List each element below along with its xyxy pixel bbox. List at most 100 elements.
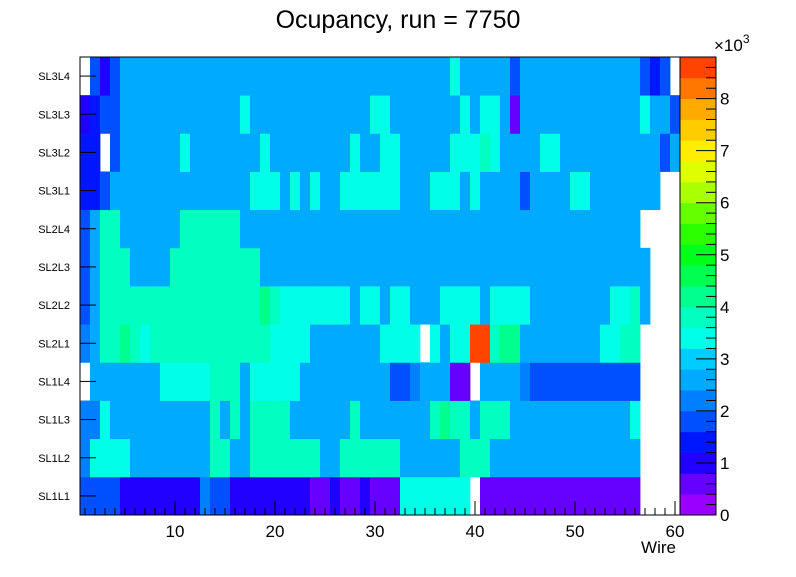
heatmap-cell <box>660 57 671 96</box>
heatmap-cell <box>460 247 471 287</box>
heatmap-cell <box>630 400 641 440</box>
heatmap-cell <box>490 400 501 440</box>
heatmap-cell <box>220 438 231 478</box>
heatmap-cell <box>330 133 341 172</box>
heatmap-cell <box>470 57 481 96</box>
heatmap-cell <box>210 438 221 478</box>
heatmap-cell <box>190 324 201 363</box>
heatmap-cell <box>410 286 421 325</box>
heatmap-cell <box>140 171 151 211</box>
heatmap-cell <box>200 57 211 96</box>
heatmap-cell <box>400 95 411 134</box>
heatmap-cell <box>550 400 561 440</box>
heatmap-cell <box>160 286 171 325</box>
heatmap-cell <box>330 247 341 287</box>
heatmap-cell <box>340 400 351 440</box>
heatmap-cell <box>340 362 351 401</box>
heatmap-cell <box>310 324 321 363</box>
heatmap-cell <box>500 209 511 249</box>
heatmap-cell <box>190 57 201 96</box>
heatmap-cell <box>280 133 291 172</box>
heatmap-cell <box>640 95 651 134</box>
heatmap-cell <box>610 362 621 401</box>
heatmap-cell <box>310 286 321 325</box>
heatmap-cell <box>360 476 371 516</box>
heatmap-cell <box>510 247 521 287</box>
heatmap-cell <box>560 171 571 211</box>
heatmap-cell <box>100 286 111 325</box>
heatmap-cell <box>320 324 331 363</box>
heatmap-cell <box>110 95 121 134</box>
heatmap-cell <box>140 476 151 516</box>
heatmap-cell <box>540 476 551 516</box>
heatmap-cell <box>480 362 491 401</box>
heatmap-cell <box>310 438 321 478</box>
heatmap-cell <box>520 476 531 516</box>
heatmap-cell <box>400 476 411 516</box>
colorbar-swatch <box>680 265 716 287</box>
heatmap-cell <box>190 286 201 325</box>
colorbar-swatch <box>680 431 716 453</box>
heatmap-cell <box>650 133 661 172</box>
heatmap-cell <box>570 400 581 440</box>
heatmap-cell <box>350 133 361 172</box>
heatmap-cell <box>160 324 171 363</box>
heatmap-cell <box>240 57 251 96</box>
heatmap-cell <box>480 95 491 134</box>
heatmap-cell <box>120 133 131 172</box>
heatmap-cell <box>620 438 631 478</box>
heatmap-cell <box>300 400 311 440</box>
heatmap-cell <box>130 171 141 211</box>
heatmap-cell <box>300 171 311 211</box>
heatmap-cell <box>360 247 371 287</box>
heatmap-cell <box>220 209 231 249</box>
heatmap-cell <box>310 209 321 249</box>
heatmap-cell <box>190 95 201 134</box>
heatmap-cell <box>600 133 611 172</box>
heatmap-cell <box>420 362 431 401</box>
heatmap-cell <box>200 362 211 401</box>
heatmap-cell <box>460 438 471 478</box>
heatmap-cell <box>440 95 451 134</box>
heatmap-cell <box>420 57 431 96</box>
heatmap-cell <box>340 438 351 478</box>
heatmap-cell <box>520 133 531 172</box>
heatmap-cell <box>590 362 601 401</box>
heatmap-cell <box>320 171 331 211</box>
heatmap-cell <box>390 133 401 172</box>
heatmap-cell <box>550 133 561 172</box>
heatmap-cell <box>140 438 151 478</box>
heatmap-cell <box>100 95 111 134</box>
heatmap-cell <box>580 362 591 401</box>
heatmap-cell <box>500 286 511 325</box>
heatmap-cell <box>210 247 221 287</box>
colorbar-swatch <box>680 223 716 245</box>
heatmap-cell <box>440 209 451 249</box>
heatmap-cell <box>520 286 531 325</box>
heatmap-cell <box>580 133 591 172</box>
heatmap-cell <box>460 133 471 172</box>
heatmap-cell <box>290 57 301 96</box>
heatmap-cell <box>540 438 551 478</box>
heatmap-cell <box>160 209 171 249</box>
heatmap-cell <box>610 57 621 96</box>
heatmap-cell <box>110 247 121 287</box>
heatmap-cell <box>370 286 381 325</box>
heatmap-cell <box>270 286 281 325</box>
heatmap-cell <box>560 209 571 249</box>
heatmap-cell <box>140 247 151 287</box>
heatmap-cell <box>490 209 501 249</box>
heatmap-cell <box>110 286 121 325</box>
heatmap-cell <box>380 362 391 401</box>
heatmap-cell <box>120 286 131 325</box>
heatmap-cell <box>230 209 241 249</box>
heatmap-cell <box>160 438 171 478</box>
heatmap-cell <box>590 209 601 249</box>
heatmap-cell <box>440 438 451 478</box>
heatmap-cell <box>230 438 241 478</box>
heatmap-cell <box>160 57 171 96</box>
heatmap-cell <box>340 324 351 363</box>
heatmap-cell <box>470 133 481 172</box>
